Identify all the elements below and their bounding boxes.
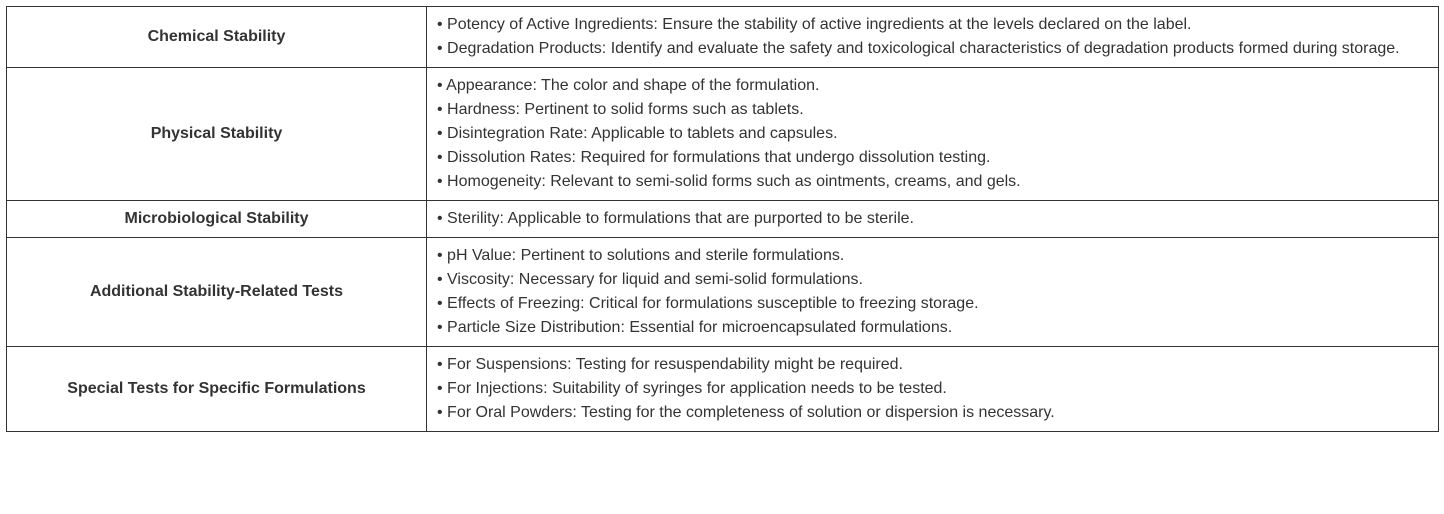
row-content: • Potency of Active Ingredients: Ensure … <box>427 7 1439 68</box>
row-header: Microbiological Stability <box>7 201 427 238</box>
bullet-item: • Hardness: Pertinent to solid forms suc… <box>437 98 1428 122</box>
row-header: Chemical Stability <box>7 7 427 68</box>
row-content: • pH Value: Pertinent to solutions and s… <box>427 238 1439 347</box>
bullet-item: • For Oral Powders: Testing for the comp… <box>437 401 1428 425</box>
bullet-item: • Dissolution Rates: Required for formul… <box>437 146 1428 170</box>
row-header: Physical Stability <box>7 68 427 201</box>
table-row: Microbiological Stability • Sterility: A… <box>7 201 1439 238</box>
row-header: Special Tests for Specific Formulations <box>7 347 427 432</box>
bullet-item: • For Injections: Suitability of syringe… <box>437 377 1428 401</box>
row-content: • Sterility: Applicable to formulations … <box>427 201 1439 238</box>
bullet-item: • pH Value: Pertinent to solutions and s… <box>437 244 1428 268</box>
table-row: Special Tests for Specific Formulations … <box>7 347 1439 432</box>
table-row: Additional Stability-Related Tests • pH … <box>7 238 1439 347</box>
table-body: Chemical Stability • Potency of Active I… <box>7 7 1439 432</box>
bullet-item: • Homogeneity: Relevant to semi-solid fo… <box>437 170 1428 194</box>
table-row: Chemical Stability • Potency of Active I… <box>7 7 1439 68</box>
bullet-item: • Potency of Active Ingredients: Ensure … <box>437 13 1428 37</box>
bullet-item: • Viscosity: Necessary for liquid and se… <box>437 268 1428 292</box>
row-content: • Appearance: The color and shape of the… <box>427 68 1439 201</box>
bullet-item: • Disintegration Rate: Applicable to tab… <box>437 122 1428 146</box>
stability-table: Chemical Stability • Potency of Active I… <box>6 6 1439 432</box>
row-header: Additional Stability-Related Tests <box>7 238 427 347</box>
bullet-item: • Degradation Products: Identify and eva… <box>437 37 1428 61</box>
row-content: • For Suspensions: Testing for resuspend… <box>427 347 1439 432</box>
bullet-item: • Appearance: The color and shape of the… <box>437 74 1428 98</box>
bullet-item: • Particle Size Distribution: Essential … <box>437 316 1428 340</box>
bullet-item: • For Suspensions: Testing for resuspend… <box>437 353 1428 377</box>
bullet-item: • Sterility: Applicable to formulations … <box>437 207 1428 231</box>
table-row: Physical Stability • Appearance: The col… <box>7 68 1439 201</box>
bullet-item: • Effects of Freezing: Critical for form… <box>437 292 1428 316</box>
